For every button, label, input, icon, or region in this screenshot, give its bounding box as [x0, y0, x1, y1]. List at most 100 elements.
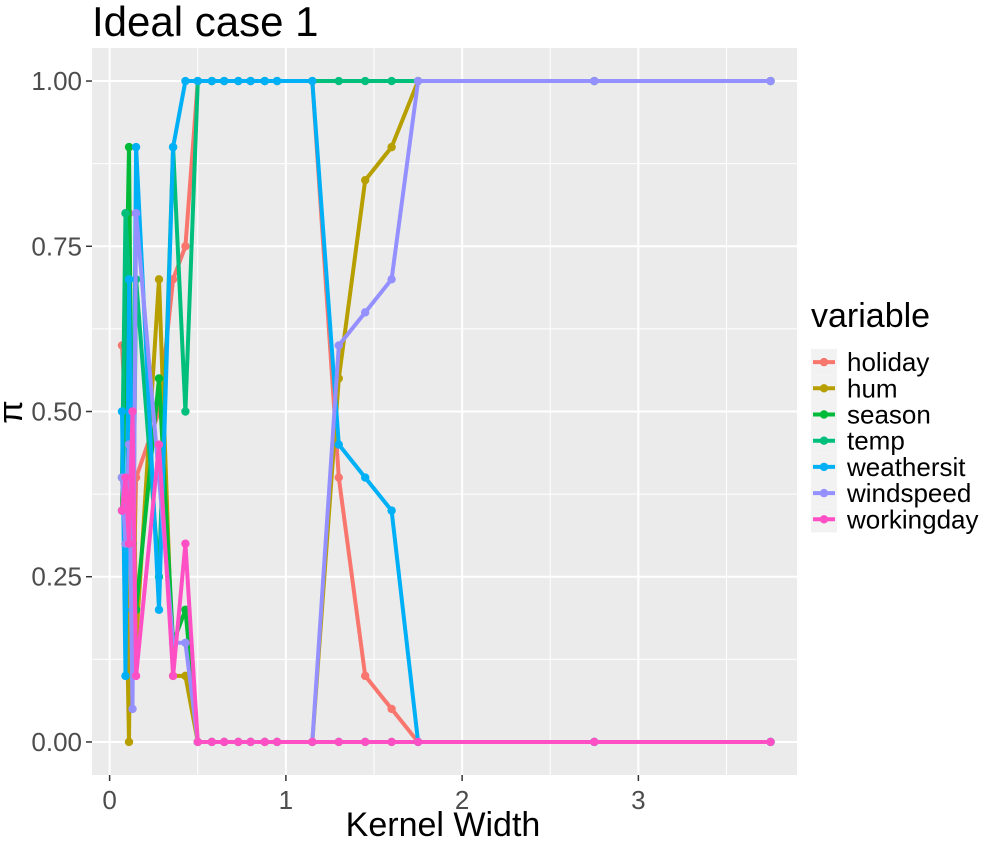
data-point-weathersit: [387, 506, 396, 515]
data-point-weathersit: [131, 142, 141, 152]
data-point-season: [124, 142, 134, 152]
legend-item-windspeed: windspeed: [811, 478, 971, 508]
x-axis-title: Kernel Width: [346, 806, 541, 844]
legend-item-holiday: holiday: [811, 347, 929, 377]
data-point-weathersit: [121, 671, 130, 681]
legend-label: season: [847, 400, 931, 430]
data-point-weathersit: [246, 76, 255, 86]
data-point-windspeed: [334, 341, 343, 350]
data-point-weathersit: [308, 76, 317, 86]
data-point-workingday: [128, 407, 137, 416]
y-tick-label: 0.25: [31, 562, 82, 592]
legend-label: windspeed: [846, 478, 971, 508]
grid-major: [92, 48, 797, 775]
legend-label: temp: [847, 426, 905, 456]
legend-title: variable: [811, 297, 930, 335]
x-tick-label: 2: [455, 785, 469, 815]
legend-label: weathersit: [846, 452, 966, 482]
legend-item-workingday: workingday: [811, 504, 979, 534]
chart-title: Ideal case 1: [92, 0, 319, 45]
legend-key-point: [819, 357, 829, 367]
data-point-windspeed: [360, 308, 370, 317]
data-point-workingday: [124, 539, 134, 548]
legend-key-point: [819, 515, 829, 524]
data-point-weathersit: [193, 76, 202, 86]
data-point-workingday: [260, 737, 269, 747]
x-tick-label: 1: [279, 785, 293, 815]
data-point-weathersit: [207, 76, 217, 86]
data-point-temp: [334, 76, 343, 86]
data-point-weathersit: [124, 275, 134, 284]
data-point-weathersit: [181, 76, 190, 86]
axes: 0 1 2 3 0.00 0.25 0.50 0.75 1.00: [31, 66, 645, 815]
data-point-workingday: [308, 737, 317, 747]
data-point-workingday: [117, 506, 127, 515]
data-point-holiday: [360, 671, 370, 681]
y-tick-label: 0.00: [31, 727, 82, 757]
data-point-workingday: [181, 539, 190, 548]
data-point-workingday: [131, 671, 141, 681]
data-point-weathersit: [154, 605, 164, 614]
data-point-weathersit: [272, 76, 282, 86]
legend-item-season: season: [811, 400, 931, 430]
data-point-windspeed: [413, 76, 423, 86]
data-point-temp: [387, 76, 396, 86]
data-point-workingday: [413, 737, 423, 747]
legend-key-point: [819, 410, 829, 419]
data-point-workingday: [193, 737, 202, 747]
data-point-workingday: [154, 440, 164, 449]
data-point-windspeed: [131, 209, 141, 218]
series-workingday: [117, 407, 775, 747]
legend-label: holiday: [847, 347, 929, 377]
data-point-workingday: [219, 737, 229, 747]
y-tick-label: 1.00: [31, 66, 82, 96]
data-point-hum: [387, 142, 396, 152]
data-point-weathersit: [117, 407, 127, 416]
data-point-workingday: [360, 737, 370, 747]
data-point-temp: [181, 407, 190, 416]
y-tick-label: 0.50: [31, 397, 82, 427]
data-point-workingday: [334, 737, 343, 747]
data-point-weathersit: [360, 473, 370, 482]
data-point-temp: [360, 76, 370, 86]
data-point-season: [154, 374, 164, 383]
data-point-workingday: [272, 737, 282, 747]
data-point-workingday: [121, 473, 130, 482]
data-point-weathersit: [219, 76, 229, 86]
data-point-windspeed: [590, 76, 599, 86]
legend-key-point: [819, 436, 829, 445]
data-point-workingday: [168, 671, 178, 681]
y-axis-title: π: [0, 400, 30, 423]
data-point-weathersit: [168, 142, 178, 152]
data-point-workingday: [246, 737, 255, 747]
legend-item-weathersit: weathersit: [811, 452, 966, 482]
legend-key-point: [819, 462, 829, 472]
data-point-hum: [360, 175, 370, 185]
x-tick-label: 3: [631, 785, 645, 815]
legend-item-temp: temp: [811, 426, 905, 456]
legend: variable holidayhumseasontempweathersitw…: [811, 297, 979, 534]
y-tick-label: 0.75: [31, 231, 82, 261]
data-point-windspeed: [766, 76, 775, 86]
legend-label: hum: [847, 373, 898, 403]
data-point-holiday: [181, 242, 190, 251]
data-point-workingday: [234, 737, 243, 747]
data-point-weathersit: [334, 440, 343, 449]
data-point-temp: [121, 209, 130, 218]
data-point-holiday: [334, 473, 343, 482]
x-tick-label: 0: [102, 785, 116, 815]
data-point-weathersit: [260, 76, 269, 86]
data-point-hum: [154, 275, 164, 284]
data-point-windspeed: [387, 275, 396, 284]
data-point-windspeed: [181, 638, 190, 648]
series-line-workingday: [120, 409, 771, 744]
data-point-hum: [124, 737, 134, 747]
data-point-workingday: [590, 737, 599, 747]
data-point-workingday: [766, 737, 775, 747]
data-point-windspeed: [128, 704, 137, 714]
legend-key-point: [819, 488, 829, 498]
data-point-workingday: [387, 737, 396, 747]
legend-key-point: [819, 384, 829, 393]
legend-label: workingday: [846, 504, 979, 534]
